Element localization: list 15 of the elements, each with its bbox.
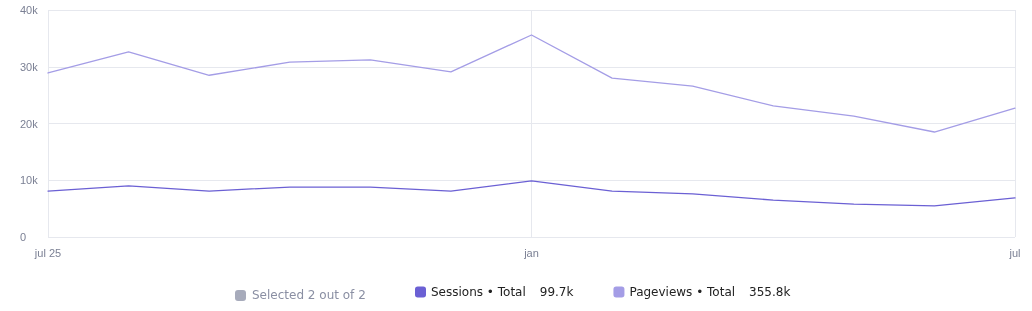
line-series [47, 34, 1016, 133]
y-tick-label: 30k [20, 60, 39, 73]
y-tick-label: 40k [20, 4, 39, 16]
y-tick-label: 20k [20, 117, 39, 130]
line-series [47, 180, 1016, 207]
x-tick-label: jan [523, 246, 539, 259]
text: 99.7k [539, 285, 574, 299]
y-tick-label: 0 [20, 231, 27, 243]
text: Selected 2 out of 2 [252, 288, 366, 302]
y-tick-label: 10k [20, 174, 39, 187]
legend-label: Pageviews • Total [629, 285, 736, 299]
x-tick-label: jul 25 [33, 246, 62, 259]
text: 355.8k [749, 285, 791, 299]
x-tick-label: jul [1008, 246, 1021, 259]
legend-label: Sessions • Total [431, 285, 526, 299]
